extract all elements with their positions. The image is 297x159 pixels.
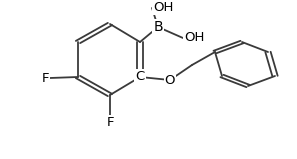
Text: OH: OH [154,1,174,14]
Text: O: O [165,73,175,86]
Text: F: F [42,72,49,84]
Text: C: C [135,70,145,83]
Text: OH: OH [184,31,204,45]
Text: F: F [106,116,114,129]
Text: B: B [153,20,163,34]
